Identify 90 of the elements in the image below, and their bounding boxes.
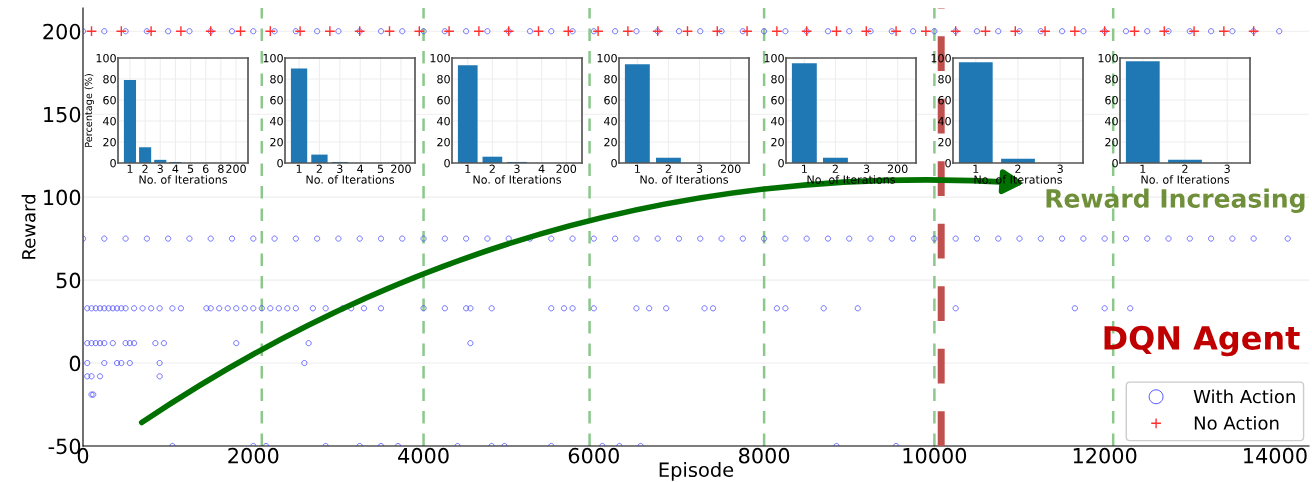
y-tick-label: 60 [938, 95, 951, 105]
y-tick-label: 100 [597, 53, 617, 63]
x-tick-label: 3 [1224, 164, 1230, 173]
y-tick-label: 100 [764, 53, 784, 63]
y-tick-label: 60 [771, 95, 784, 105]
x-axis-title: No. of Iterations [1141, 175, 1230, 184]
x-tick-label: 200 [887, 164, 908, 173]
x-axis-title: No. of Iterations [640, 175, 729, 184]
legend-label: No Action [1194, 415, 1279, 430]
x-tick-label: 8000 [739, 447, 790, 464]
y-tick-label: 20 [103, 137, 116, 147]
y-tick-label: 100 [96, 53, 116, 63]
x-tick-label: 2 [832, 164, 838, 173]
x-tick-label: 3 [863, 164, 870, 173]
y-axis-title: Percentage (%) [84, 74, 95, 147]
x-tick-label: 2 [142, 164, 148, 173]
x-tick-label: 6000 [568, 447, 619, 464]
y-tick-label: 60 [437, 95, 450, 105]
y-tick-label: 20 [771, 137, 784, 147]
x-axis-title: No. of Iterations [139, 175, 228, 184]
x-tick-label: 2 [489, 164, 495, 173]
x-tick-label: 1 [1140, 164, 1146, 173]
x-tick-label: 14000 [1244, 447, 1307, 464]
x-tick-label: 2 [316, 164, 322, 173]
y-tick-label: 40 [771, 116, 784, 126]
y-tick-label: 80 [771, 74, 784, 84]
x-tick-label: 3 [157, 164, 163, 173]
x-tick-label: 1 [635, 164, 640, 173]
legend-label: With Action [1193, 389, 1295, 404]
y-tick-label: 80 [938, 74, 951, 84]
x-tick-label: 4 [172, 164, 179, 173]
x-axis-title: Episode [659, 462, 734, 481]
y-tick-label: 40 [103, 116, 116, 126]
x-axis-title: No. of Iterations [473, 175, 562, 184]
y-tick-label: 20 [1105, 137, 1118, 147]
y-tick-label: 40 [1105, 116, 1118, 126]
x-tick-label: 4000 [398, 447, 449, 464]
x-tick-label: 2 [1015, 164, 1021, 173]
x-tick-label: 200 [226, 164, 246, 173]
y-tick-label: 80 [437, 74, 450, 84]
y-tick-label: 60 [1105, 95, 1118, 105]
y-tick-label: 60 [270, 95, 283, 105]
y-tick-label: 100 [1098, 53, 1118, 63]
y-tick-label: 20 [938, 137, 951, 147]
x-tick-label: 8 [218, 164, 224, 173]
y-tick-label: 40 [437, 116, 450, 126]
x-tick-label: 1 [802, 164, 807, 173]
annotation: DQN Agent [1104, 325, 1300, 357]
y-tick-label: 80 [270, 74, 283, 84]
x-tick-label: 12000 [1073, 447, 1137, 464]
x-tick-label: 1 [127, 164, 133, 173]
y-tick-label: 40 [604, 116, 617, 126]
x-tick-label: 3 [514, 164, 520, 173]
x-tick-label: 4 [538, 164, 545, 173]
y-tick-label: 80 [103, 74, 116, 84]
x-tick-label: 5 [187, 164, 194, 173]
y-tick-label: 80 [1105, 74, 1118, 84]
x-tick-label: 4 [357, 164, 364, 173]
x-tick-label: 2000 [228, 447, 279, 464]
annotation: Reward Increasing [1046, 188, 1305, 213]
x-tick-label: 200 [720, 164, 741, 173]
x-tick-label: 6 [202, 164, 209, 173]
x-tick-label: 200 [556, 164, 577, 173]
y-tick-label: 0 [69, 355, 81, 372]
x-tick-label: 3 [696, 164, 703, 173]
y-tick-label: 20 [270, 137, 283, 147]
y-tick-label: 60 [604, 95, 617, 105]
x-tick-label: 5 [377, 164, 384, 173]
x-tick-label: 200 [391, 164, 411, 173]
y-tick-label: 20 [604, 137, 617, 147]
x-axis-title: No. of Iterations [306, 175, 395, 184]
y-tick-label: 40 [270, 116, 283, 126]
x-tick-label: 1 [465, 164, 471, 173]
y-tick-label: 80 [604, 74, 617, 84]
x-tick-label: 2 [1182, 164, 1188, 173]
x-tick-label: 3 [1057, 164, 1063, 173]
y-tick-label: 150 [44, 106, 81, 123]
x-tick-label: 1 [973, 164, 979, 173]
y-tick-label: 100 [44, 189, 81, 206]
y-tick-label: 60 [103, 95, 116, 105]
x-tick-label: 3 [337, 164, 343, 173]
y-tick-label: 100 [263, 53, 283, 63]
y-tick-label: 100 [430, 53, 450, 63]
x-tick-label: 10000 [903, 447, 967, 464]
y-axis-title: Reward [21, 195, 36, 259]
x-tick-label: 1 [296, 164, 302, 173]
y-tick-label: 50 [56, 272, 81, 289]
x-tick-label: 2 [665, 164, 671, 173]
y-tick-label: 200 [43, 23, 81, 40]
y-tick-label: 20 [437, 137, 450, 147]
